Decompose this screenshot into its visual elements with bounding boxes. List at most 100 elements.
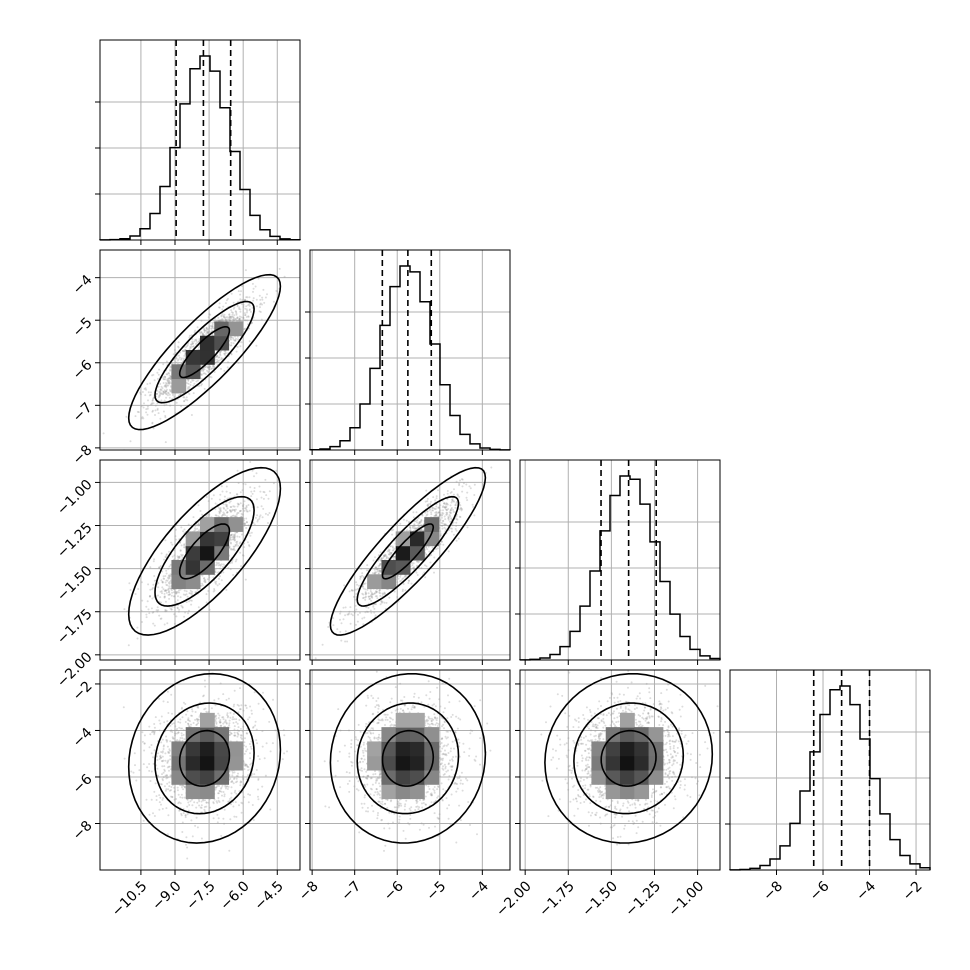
sample-point — [205, 515, 208, 517]
sample-point — [248, 303, 251, 306]
sample-point — [169, 376, 172, 379]
sample-point — [156, 407, 159, 410]
sample-point — [449, 511, 452, 514]
sample-point — [151, 597, 154, 600]
sample-point — [242, 305, 245, 308]
sample-point — [205, 593, 208, 596]
sample-point — [180, 553, 183, 556]
sample-point — [159, 382, 162, 385]
sample-point — [426, 510, 429, 513]
sample-point — [152, 397, 154, 400]
sample-point — [350, 589, 353, 592]
sample-point — [199, 332, 202, 335]
sample-point — [154, 404, 157, 407]
sample-point — [228, 316, 231, 319]
sample-point — [425, 553, 428, 556]
sample-point — [419, 520, 421, 523]
sample-point — [170, 608, 173, 611]
sample-point — [237, 361, 240, 364]
sample-point — [164, 376, 167, 379]
sample-point — [165, 392, 168, 395]
sample-point — [184, 594, 187, 596]
sample-point — [165, 403, 168, 406]
sample-point — [264, 512, 267, 515]
sample-point — [200, 584, 203, 587]
sample-point — [229, 315, 232, 318]
sample-point — [466, 491, 469, 494]
sample-point — [413, 525, 416, 527]
density-cell — [410, 531, 425, 547]
sample-point — [192, 516, 195, 519]
sample-point — [200, 373, 203, 376]
sample-point — [143, 387, 146, 390]
sample-point — [147, 391, 150, 394]
sample-point — [232, 548, 235, 551]
sample-point — [240, 290, 242, 293]
sample-point — [433, 571, 435, 574]
sample-point — [353, 595, 355, 598]
sample-point — [149, 393, 152, 396]
sample-point — [164, 416, 167, 419]
sample-point — [230, 533, 233, 536]
sample-point — [220, 367, 222, 370]
sample-point — [168, 593, 171, 596]
sample-point — [383, 601, 386, 604]
sample-point — [155, 393, 158, 395]
sample-point — [413, 524, 416, 527]
sample-point — [239, 293, 242, 296]
sample-point — [364, 593, 367, 596]
sample-point — [430, 511, 433, 514]
sample-point — [356, 588, 359, 590]
sample-point — [457, 494, 459, 497]
sample-point — [219, 575, 221, 578]
sample-point — [161, 387, 164, 390]
sample-point — [359, 577, 362, 580]
sample-point — [427, 505, 430, 508]
sample-point — [420, 567, 423, 570]
sample-point — [435, 514, 438, 517]
density-cell — [171, 560, 187, 575]
sample-point — [183, 400, 186, 402]
sample-point — [181, 350, 184, 353]
sample-point — [183, 350, 186, 353]
sample-point — [183, 615, 186, 618]
sample-point — [153, 575, 156, 577]
sample-point — [428, 550, 431, 553]
sample-point — [210, 376, 213, 379]
sample-point — [171, 543, 174, 546]
sample-point — [377, 572, 380, 575]
sample-point — [238, 319, 241, 322]
sample-point — [236, 316, 239, 319]
sample-point — [162, 382, 165, 384]
density-cell — [171, 364, 187, 380]
sample-point — [162, 575, 165, 578]
sample-point — [174, 412, 177, 415]
sample-point — [412, 566, 415, 569]
sample-point — [403, 575, 406, 578]
sample-point — [365, 569, 368, 572]
sample-point — [339, 630, 342, 633]
sample-point — [146, 413, 149, 416]
sample-point — [165, 373, 168, 376]
sample-point — [166, 373, 169, 376]
sample-point — [417, 561, 420, 564]
sample-point — [369, 597, 371, 600]
sample-point — [447, 550, 450, 553]
sample-point — [370, 595, 373, 598]
sample-point — [183, 528, 186, 531]
sample-point — [243, 523, 246, 526]
sample-point — [168, 575, 171, 578]
sample-point — [214, 570, 217, 573]
sample-point — [219, 564, 222, 567]
sample-point — [239, 310, 242, 313]
sample-point — [186, 595, 189, 598]
sample-point — [433, 508, 436, 510]
sample-point — [151, 587, 154, 589]
sample-point — [160, 552, 163, 555]
sample-point — [451, 498, 454, 501]
sample-point — [426, 504, 429, 507]
sample-point — [168, 382, 171, 385]
sample-point — [153, 558, 156, 561]
sample-point — [259, 303, 262, 306]
sample-point — [372, 559, 375, 562]
